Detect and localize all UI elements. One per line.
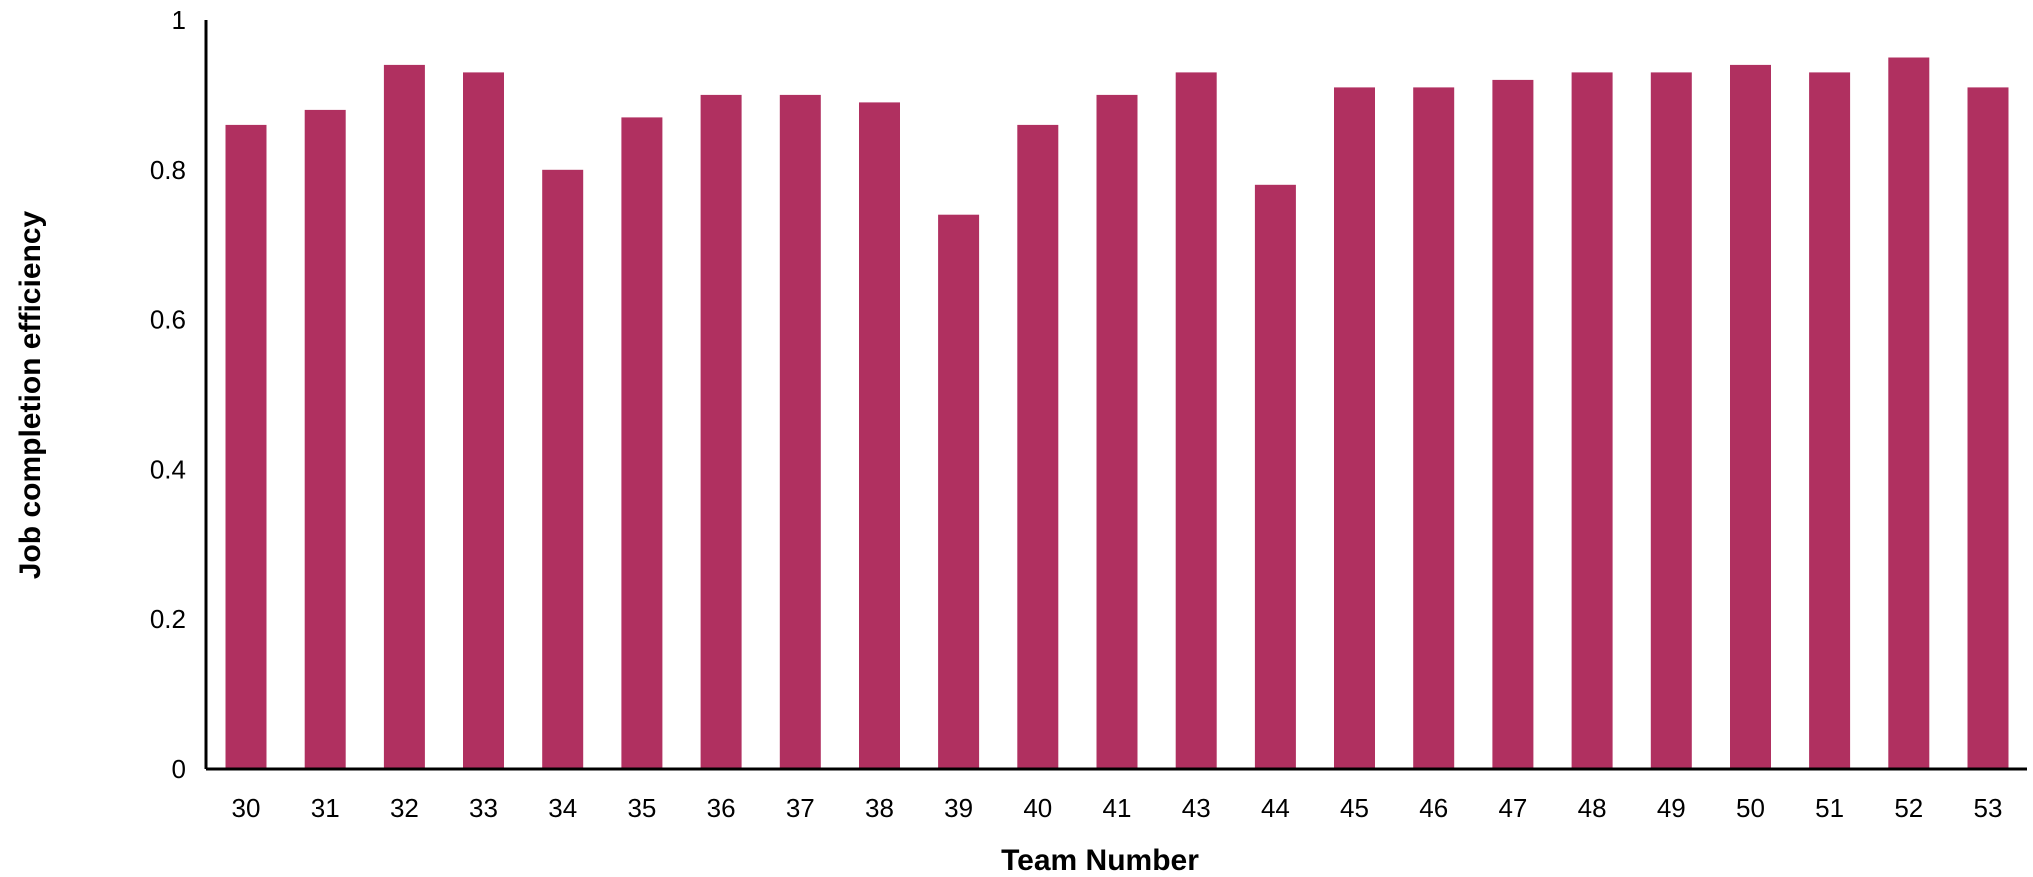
y-tick-label-1: 1 (172, 5, 186, 35)
x-tick-label-39: 39 (944, 793, 973, 823)
x-tick-label-35: 35 (627, 793, 656, 823)
bar-36 (700, 94, 742, 769)
bar-31 (304, 109, 346, 769)
bar-35 (621, 117, 663, 769)
bar-40 (1017, 124, 1059, 769)
x-tick-label-50: 50 (1736, 793, 1765, 823)
x-tick-label-46: 46 (1419, 793, 1448, 823)
y-tick-label-0.2: 0.2 (150, 604, 186, 634)
x-tick-label-32: 32 (390, 793, 419, 823)
x-tick-label-31: 31 (311, 793, 340, 823)
x-tick-label-36: 36 (707, 793, 736, 823)
bar-32 (383, 64, 425, 769)
bar-34 (542, 169, 584, 770)
x-tick-label-49: 49 (1657, 793, 1686, 823)
bar-38 (859, 102, 900, 769)
bar-44 (1254, 184, 1296, 770)
y-tick-label-0.8: 0.8 (150, 155, 186, 185)
x-tick-label-40: 40 (1023, 793, 1052, 823)
y-axis-title: Job completion efficiency (14, 210, 47, 579)
y-tick-labels: 0 0.2 0.4 0.6 0.8 1 (150, 5, 186, 784)
x-tick-label-45: 45 (1340, 793, 1369, 823)
bar-47 (1492, 79, 1534, 769)
bar-51 (1809, 72, 1851, 769)
x-tick-labels: 30 31 32 33 34 35 36 37 38 39 40 41 43 44 45 46 47 48 49 50… (232, 793, 2003, 823)
bar-50 (1730, 64, 1771, 769)
bar-41 (1096, 94, 1138, 769)
x-tick-label-48: 48 (1578, 793, 1607, 823)
x-tick-label-53: 53 (1974, 793, 2003, 823)
x-tick-label-51: 51 (1815, 793, 1844, 823)
x-tick-label-41: 41 (1103, 793, 1132, 823)
bar-39 (938, 214, 980, 769)
bar-43 (1175, 72, 1217, 769)
x-tick-label-33: 33 (469, 793, 498, 823)
x-tick-label-44: 44 (1261, 793, 1290, 823)
y-tick-label-0.4: 0.4 (150, 454, 186, 484)
bar-33 (463, 72, 504, 769)
x-tick-label-52: 52 (1894, 793, 1923, 823)
y-tick-label-0: 0 (172, 754, 186, 784)
x-tick-label-34: 34 (548, 793, 577, 823)
bar-53 (1967, 87, 2009, 769)
x-tick-label-43: 43 (1182, 793, 1211, 823)
x-tick-label-38: 38 (865, 793, 894, 823)
bar-30 (225, 124, 267, 769)
x-tick-label-30: 30 (232, 793, 261, 823)
x-axis-title: Team Number (1001, 844, 1199, 877)
bar-49 (1650, 72, 1692, 769)
bar-52 (1888, 57, 1930, 769)
x-tick-label-37: 37 (786, 793, 815, 823)
bars (225, 57, 2009, 770)
y-tick-label-0.6: 0.6 (150, 305, 186, 335)
x-tick-label-47: 47 (1498, 793, 1527, 823)
bar-37 (779, 94, 821, 769)
bar-46 (1413, 87, 1455, 769)
bar-45 (1334, 87, 1375, 769)
bar-48 (1571, 72, 1613, 769)
